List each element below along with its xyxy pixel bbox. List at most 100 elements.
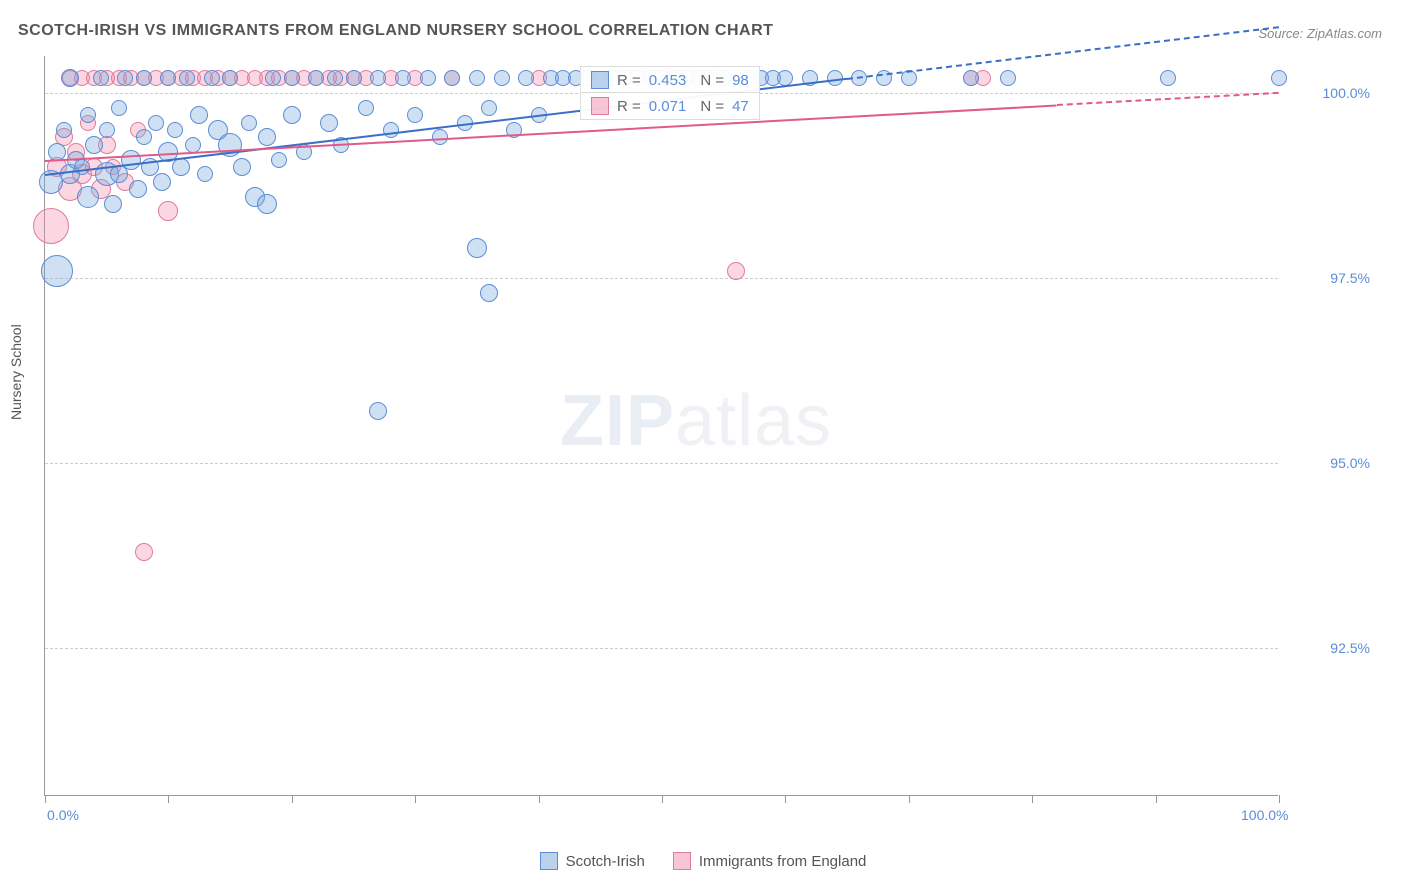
y-tick-label: 95.0% (1330, 455, 1370, 471)
scatter-point (85, 136, 103, 154)
scatter-point (283, 106, 301, 124)
scatter-point (104, 195, 122, 213)
x-tick (1156, 795, 1157, 803)
scatter-point (179, 70, 195, 86)
scatter-point (518, 70, 534, 86)
scatter-point (481, 100, 497, 116)
scatter-point (1000, 70, 1016, 86)
scatter-point (80, 107, 96, 123)
legend-item-scotch-irish: Scotch-Irish (540, 852, 645, 870)
x-tick (168, 795, 169, 803)
scatter-point (241, 115, 257, 131)
scatter-point (136, 70, 152, 86)
scatter-point (258, 128, 276, 146)
scatter-point (257, 194, 277, 214)
x-tick-label: 100.0% (1241, 807, 1288, 823)
scatter-point (77, 186, 99, 208)
legend-label: Scotch-Irish (566, 853, 645, 870)
corr-swatch (591, 97, 609, 115)
scatter-point (172, 158, 190, 176)
scatter-point (233, 158, 251, 176)
scatter-point (148, 115, 164, 131)
scatter-point (1160, 70, 1176, 86)
corr-r-value: 0.453 (649, 72, 687, 89)
scatter-point (99, 122, 115, 138)
scatter-point (271, 152, 287, 168)
scatter-point (467, 238, 487, 258)
trend-line-dash (1057, 92, 1279, 106)
scatter-point (395, 70, 411, 86)
x-tick (539, 795, 540, 803)
scatter-point (370, 70, 386, 86)
legend: Scotch-Irish Immigrants from England (0, 852, 1406, 870)
scatter-point (33, 208, 69, 244)
scatter-point (117, 70, 133, 86)
x-tick (1279, 795, 1280, 803)
scatter-point (204, 70, 220, 86)
scatter-point (41, 255, 73, 287)
scatter-point (135, 543, 153, 561)
scatter-point (160, 70, 176, 86)
scatter-point (56, 122, 72, 138)
legend-label: Immigrants from England (699, 853, 867, 870)
scatter-point (727, 262, 745, 280)
scatter-point (358, 100, 374, 116)
gridline-h (45, 278, 1278, 279)
corr-r-label: R = (617, 98, 641, 115)
gridline-h (45, 648, 1278, 649)
legend-item-immigrants-england: Immigrants from England (673, 852, 867, 870)
corr-n-label: N = (700, 98, 724, 115)
scatter-point (383, 122, 399, 138)
chart-title: SCOTCH-IRISH VS IMMIGRANTS FROM ENGLAND … (18, 22, 773, 40)
x-tick (662, 795, 663, 803)
scatter-point (111, 100, 127, 116)
scatter-point (153, 173, 171, 191)
scatter-point (369, 402, 387, 420)
y-tick-label: 97.5% (1330, 270, 1370, 286)
scatter-point (494, 70, 510, 86)
correlation-box: R = 0.071 N = 47 (580, 92, 760, 120)
corr-swatch (591, 71, 609, 89)
scatter-point (469, 70, 485, 86)
x-tick-label: 0.0% (47, 807, 79, 823)
scatter-point (197, 166, 213, 182)
scatter-point (963, 70, 979, 86)
scatter-point (320, 114, 338, 132)
scatter-point (420, 70, 436, 86)
scatter-point (284, 70, 300, 86)
legend-swatch (540, 852, 558, 870)
x-tick (1032, 795, 1033, 803)
scatter-point (61, 69, 79, 87)
scatter-point (222, 70, 238, 86)
corr-n-value: 47 (732, 98, 749, 115)
x-tick (415, 795, 416, 803)
x-tick (909, 795, 910, 803)
correlation-box: R =0.453N =98 (580, 66, 760, 94)
scatter-point (74, 159, 90, 175)
gridline-h (45, 463, 1278, 464)
corr-n-value: 98 (732, 72, 749, 89)
scatter-point (167, 122, 183, 138)
scatter-point (346, 70, 362, 86)
x-tick (292, 795, 293, 803)
scatter-point (1271, 70, 1287, 86)
y-axis-label: Nursery School (8, 324, 24, 420)
scatter-point (327, 70, 343, 86)
y-tick-label: 92.5% (1330, 640, 1370, 656)
legend-swatch (673, 852, 691, 870)
scatter-point (407, 107, 423, 123)
scatter-point (121, 150, 141, 170)
scatter-point (129, 180, 147, 198)
trend-line-dash (847, 26, 1279, 80)
corr-r-value: 0.071 (649, 98, 687, 115)
scatter-point (308, 70, 324, 86)
scatter-point (185, 137, 201, 153)
scatter-point (136, 129, 152, 145)
scatter-point (480, 284, 498, 302)
x-tick (45, 795, 46, 803)
scatter-point (190, 106, 208, 124)
scatter-point (93, 70, 109, 86)
corr-r-label: R = (617, 72, 641, 89)
y-tick-label: 100.0% (1323, 85, 1370, 101)
scatter-point (265, 70, 281, 86)
